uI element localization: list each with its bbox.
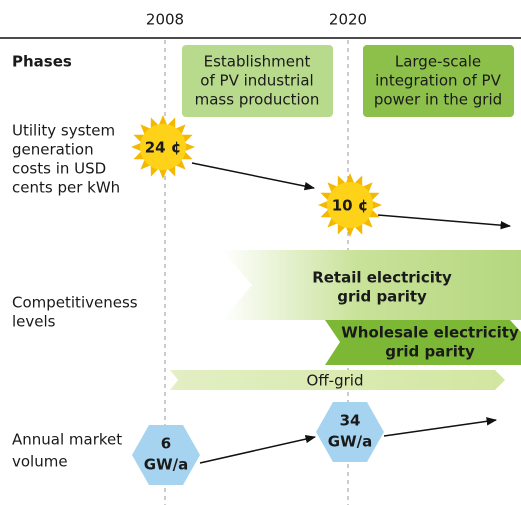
phase-box bbox=[182, 45, 333, 117]
retail-band bbox=[222, 250, 521, 320]
band-text: grid parity bbox=[385, 343, 475, 361]
row-label: volume bbox=[12, 453, 68, 471]
band-text: Wholesale electricity bbox=[341, 324, 519, 342]
cost-label: 10 ¢ bbox=[332, 197, 369, 215]
row-label: Annual market bbox=[12, 431, 122, 449]
row-title: Phases bbox=[12, 53, 72, 71]
phase-text: Large-scale bbox=[395, 53, 481, 71]
volume-label: 6 bbox=[161, 435, 171, 453]
volume-label: 34 bbox=[340, 412, 361, 430]
phase-text: integration of PV bbox=[375, 72, 501, 90]
hexagon bbox=[132, 425, 200, 485]
arrow bbox=[377, 214, 512, 230]
row-label: Utility system bbox=[12, 122, 115, 140]
phase-text: Establishment bbox=[204, 53, 311, 71]
year-label: 2020 bbox=[329, 11, 367, 29]
cost-label: 24 ¢ bbox=[145, 139, 182, 157]
sun bbox=[140, 124, 186, 170]
arrow bbox=[191, 162, 316, 191]
arrow bbox=[199, 434, 317, 464]
wholesale-band bbox=[325, 320, 521, 365]
offgrid-band bbox=[170, 370, 505, 390]
row-label: levels bbox=[12, 313, 56, 331]
band-text: grid parity bbox=[337, 288, 427, 306]
band-text: Off-grid bbox=[307, 372, 364, 390]
arrow bbox=[383, 417, 498, 437]
row-label: Competitiveness bbox=[12, 294, 138, 312]
year-label: 2008 bbox=[146, 11, 184, 29]
phase-text: power in the grid bbox=[374, 91, 502, 109]
row-label: cents per kWh bbox=[12, 179, 120, 197]
phase-text: of PV industrial bbox=[200, 72, 313, 90]
phase-box bbox=[363, 45, 514, 117]
volume-label: GW/a bbox=[144, 456, 188, 474]
band-text: Retail electricity bbox=[312, 269, 452, 287]
row-label: costs in USD bbox=[12, 160, 106, 178]
hexagon bbox=[316, 402, 384, 462]
phase-text: mass production bbox=[195, 91, 320, 109]
volume-label: GW/a bbox=[328, 433, 372, 451]
row-label: generation bbox=[12, 141, 94, 159]
sun bbox=[327, 182, 373, 228]
